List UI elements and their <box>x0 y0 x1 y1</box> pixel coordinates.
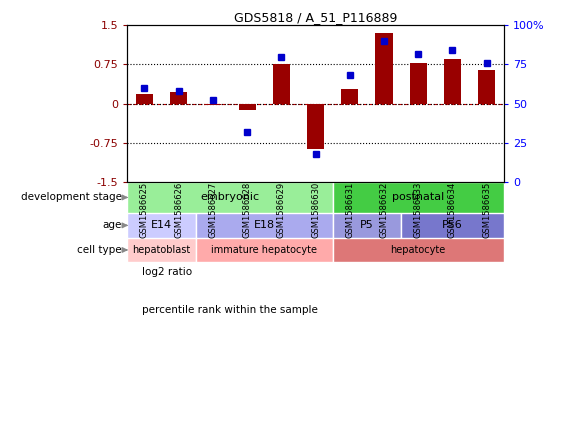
Bar <box>127 182 333 213</box>
Text: log2 ratio: log2 ratio <box>142 266 192 277</box>
Bar <box>444 59 461 104</box>
Bar <box>478 70 495 104</box>
Text: GSM1586634: GSM1586634 <box>448 182 457 238</box>
Bar <box>196 213 333 238</box>
Bar <box>401 213 504 238</box>
Text: GSM1586629: GSM1586629 <box>277 182 286 238</box>
Text: age: age <box>102 220 122 231</box>
Text: hepatoblast: hepatoblast <box>133 245 190 255</box>
Text: GSM1586635: GSM1586635 <box>482 182 491 238</box>
Text: GSM1586625: GSM1586625 <box>140 182 149 238</box>
Bar <box>136 94 153 104</box>
Text: GSM1586627: GSM1586627 <box>208 182 217 238</box>
Text: embryonic: embryonic <box>200 192 259 203</box>
Bar <box>273 64 290 104</box>
Title: GDS5818 / A_51_P116889: GDS5818 / A_51_P116889 <box>234 11 397 24</box>
Text: percentile rank within the sample: percentile rank within the sample <box>142 305 318 315</box>
Bar <box>410 63 427 104</box>
Bar <box>333 213 401 238</box>
Text: hepatocyte: hepatocyte <box>391 245 446 255</box>
Text: GSM1586632: GSM1586632 <box>379 182 389 238</box>
Text: E18: E18 <box>254 220 275 231</box>
Text: P5: P5 <box>360 220 374 231</box>
Bar <box>341 89 358 104</box>
Text: immature hepatocyte: immature hepatocyte <box>211 245 317 255</box>
Bar <box>375 33 393 104</box>
Text: GSM1586626: GSM1586626 <box>174 182 183 238</box>
Text: GSM1586630: GSM1586630 <box>311 182 320 238</box>
Text: GSM1586628: GSM1586628 <box>243 182 252 238</box>
Text: P56: P56 <box>442 220 463 231</box>
Bar <box>307 104 324 149</box>
Bar <box>333 238 504 262</box>
Text: GSM1586633: GSM1586633 <box>414 182 423 238</box>
Text: development stage: development stage <box>21 192 122 203</box>
Bar <box>127 213 196 238</box>
Bar <box>196 238 333 262</box>
Text: E14: E14 <box>151 220 172 231</box>
Bar <box>170 92 187 104</box>
Text: GSM1586631: GSM1586631 <box>345 182 354 238</box>
Text: cell type: cell type <box>77 245 122 255</box>
Text: postnatal: postnatal <box>392 192 444 203</box>
Bar <box>127 238 196 262</box>
Bar <box>239 104 256 110</box>
Bar <box>333 182 504 213</box>
